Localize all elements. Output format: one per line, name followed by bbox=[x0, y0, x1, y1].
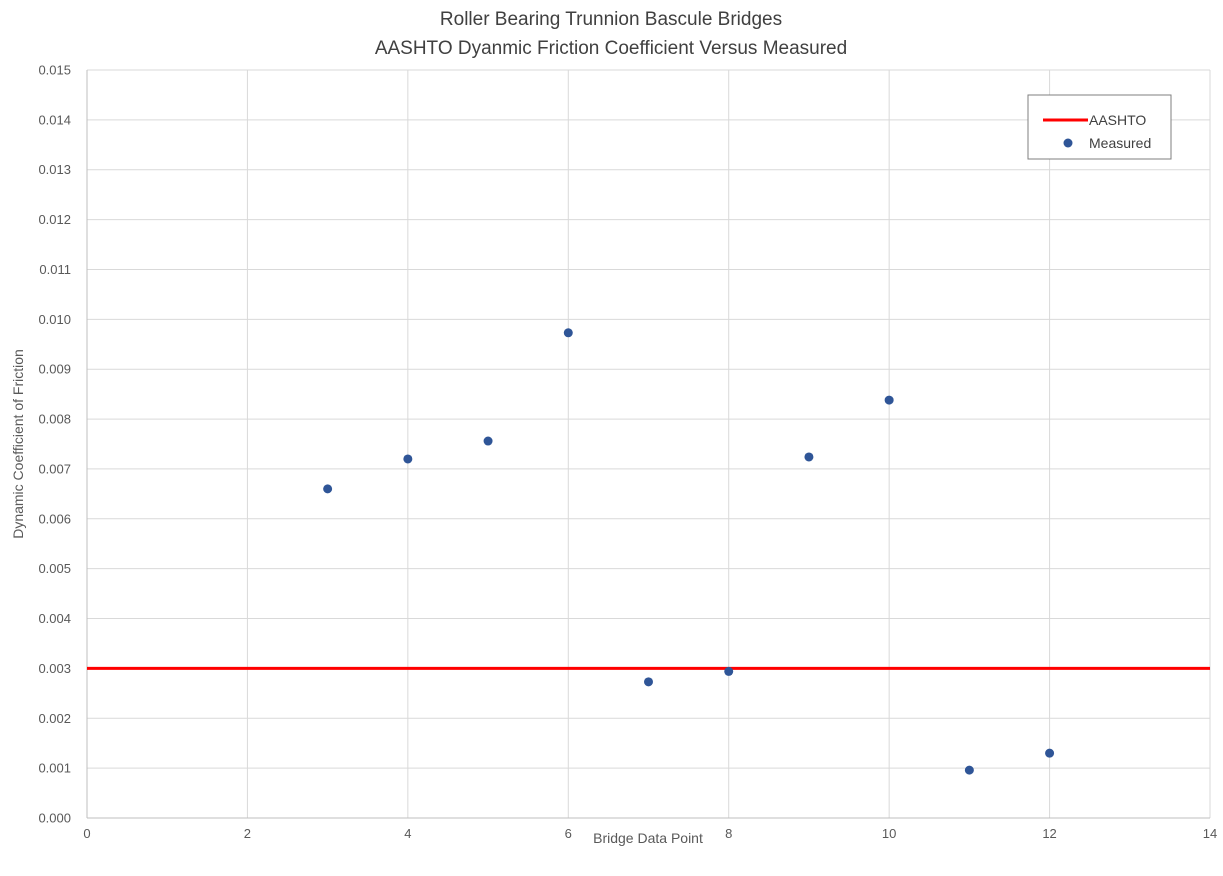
data-point-measured bbox=[403, 454, 413, 464]
x-tick-label: 6 bbox=[565, 826, 572, 841]
y-tick-label: 0.003 bbox=[38, 661, 71, 676]
legend-measured-label: Measured bbox=[1089, 135, 1151, 151]
data-point-measured bbox=[804, 452, 814, 462]
y-tick-label: 0.011 bbox=[39, 262, 71, 277]
x-tick-label: 2 bbox=[244, 826, 251, 841]
y-tick-label: 0.010 bbox=[38, 312, 71, 327]
chart-title: Roller Bearing Trunnion Bascule Bridges bbox=[440, 9, 782, 30]
data-point-measured bbox=[724, 666, 734, 676]
x-tick-label: 14 bbox=[1203, 826, 1217, 841]
axes bbox=[86, 70, 1210, 819]
x-tick-label: 4 bbox=[404, 826, 411, 841]
y-tick-label: 0.001 bbox=[38, 761, 71, 776]
data-point-measured bbox=[563, 328, 573, 338]
x-axis-label: Bridge Data Point bbox=[593, 830, 703, 846]
y-tick-label: 0.007 bbox=[38, 461, 71, 476]
data-point-measured bbox=[644, 677, 653, 687]
series-layer bbox=[87, 328, 1210, 775]
y-tick-label: 0.014 bbox=[38, 112, 71, 127]
legend-box bbox=[1027, 94, 1172, 160]
y-tick-label: 0.004 bbox=[38, 611, 71, 626]
legend-measured-swatch bbox=[1063, 138, 1073, 148]
y-tick-label: 0.000 bbox=[38, 811, 71, 826]
y-tick-label: 0.002 bbox=[38, 711, 71, 726]
data-point-measured bbox=[323, 484, 333, 494]
y-tick-label: 0.015 bbox=[38, 63, 71, 78]
chart-subtitle: AASHTO Dyanmic Friction Coefficient Vers… bbox=[375, 38, 847, 59]
y-tick-label: 0.013 bbox=[38, 162, 71, 177]
y-tick-label: 0.005 bbox=[38, 561, 71, 576]
data-point-measured bbox=[884, 395, 894, 405]
legend-aashto-label: AASHTO bbox=[1089, 112, 1146, 128]
x-tick-label: 8 bbox=[725, 826, 732, 841]
y-axis-label: Dynamic Coefficient of Friction bbox=[10, 349, 26, 539]
y-tick-label: 0.012 bbox=[38, 212, 71, 227]
y-tick-labels: 0.000 0.001 0.002 0.003 0.004 0.005 0.006 0.007… bbox=[38, 63, 71, 826]
data-point-measured bbox=[483, 436, 493, 446]
legend: AASHTO Measured bbox=[1027, 94, 1172, 160]
x-tick-labels: 0 2 4 6 8 10 12 14 bbox=[83, 826, 1217, 841]
data-point-measured bbox=[1045, 748, 1055, 758]
data-point-measured bbox=[964, 765, 974, 775]
x-tick-label: 12 bbox=[1042, 826, 1056, 841]
x-tick-label: 0 bbox=[83, 826, 90, 841]
y-tick-label: 0.008 bbox=[38, 412, 71, 427]
x-tick-label: 10 bbox=[882, 826, 896, 841]
y-tick-label: 0.006 bbox=[38, 511, 71, 526]
y-tick-label: 0.009 bbox=[38, 362, 71, 377]
